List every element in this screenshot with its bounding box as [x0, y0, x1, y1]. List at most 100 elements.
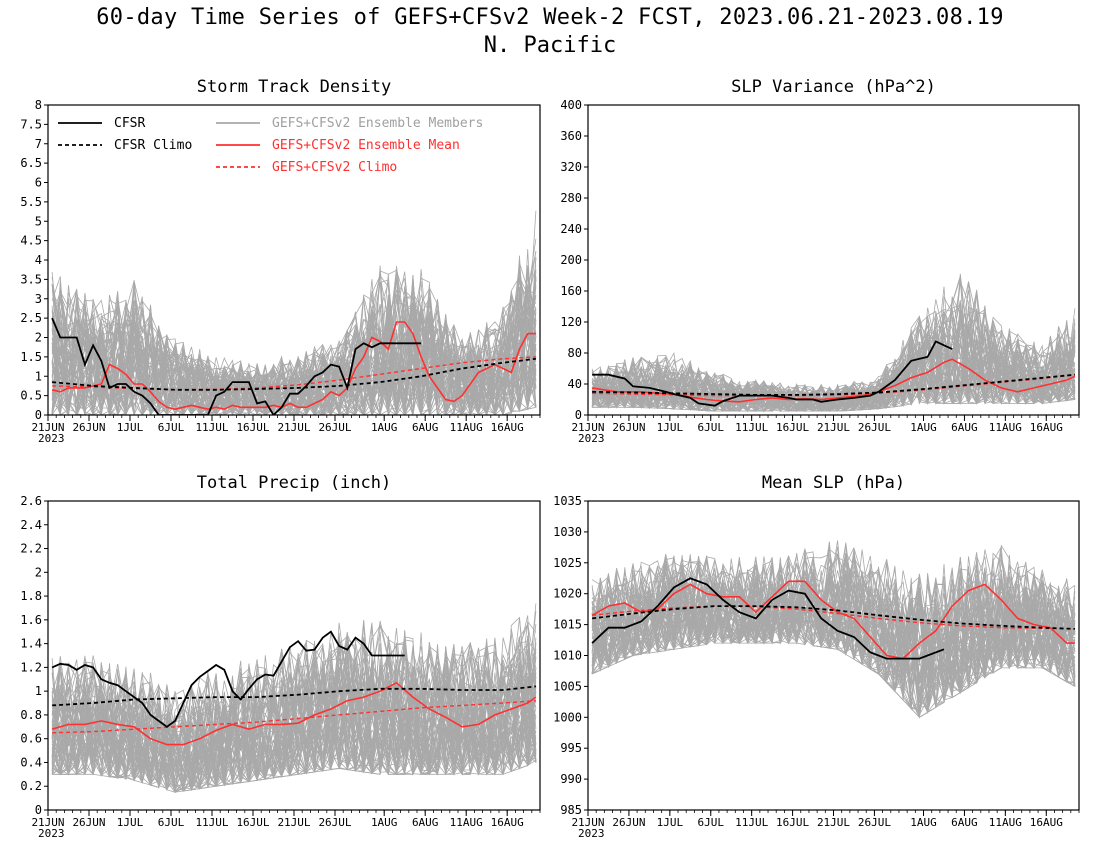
y-tick-label: 995 — [560, 741, 582, 755]
chart-panel-1: Storm Track Density 0 0.5 1 1.5 2 2.5 3 3.5 4 4.5 5… — [20, 77, 541, 445]
x-tick-label: 6AUG — [412, 816, 439, 829]
panel-title: Mean SLP (hPa) — [762, 473, 905, 493]
plot-area — [591, 273, 1076, 413]
ensemble-member-line — [591, 556, 1076, 682]
ensemble-member-line — [591, 556, 1076, 714]
ensemble-member-line — [591, 561, 1076, 691]
ensemble-member-line — [591, 548, 1076, 674]
x-year-label: 2023 — [38, 432, 65, 445]
y-tick-label: 985 — [560, 803, 582, 817]
y-tick-label: 120 — [560, 315, 582, 329]
cfsr-line — [591, 577, 945, 660]
x-tick-label: 26JUL — [318, 816, 351, 829]
x-year-label: 2023 — [578, 827, 605, 840]
x-tick-label: 21JUL — [277, 421, 310, 434]
x-tick-label: 1AUG — [910, 421, 937, 434]
y-tick-label: 160 — [560, 284, 582, 298]
y-tick-label: 400 — [560, 98, 582, 112]
cfsr-climo-line — [52, 357, 537, 391]
x-tick-label: 11JUL — [735, 421, 768, 434]
x-tick-label: 26JUN — [612, 421, 645, 434]
ensemble-member-line — [51, 279, 537, 415]
x-tick-label: 1AUG — [371, 816, 398, 829]
ensemble-member-line — [51, 621, 537, 790]
ensemble-member-line — [51, 298, 536, 415]
x-tick-label: 11JUL — [735, 816, 768, 829]
x-tick-label: 6JUL — [698, 421, 725, 434]
ensemble-member-line — [51, 658, 537, 790]
y-tick-label: 2.4 — [20, 518, 42, 532]
x-tick-label: 16AUG — [491, 816, 524, 829]
x-tick-label: 21JUL — [277, 816, 310, 829]
legend-ensemble-members-label: GEFS+CFSv2 Ensemble Members — [272, 116, 483, 131]
ensemble-member-line — [591, 332, 1075, 408]
y-tick-label: 5 — [35, 214, 42, 228]
figure-subtitle: N. Pacific — [483, 33, 617, 58]
y-tick-label: 1.5 — [20, 350, 42, 364]
panel-title: SLP Variance (hPa^2) — [731, 77, 936, 97]
gefs-climo-line — [52, 356, 536, 391]
ensemble-member-line — [51, 622, 537, 788]
ensemble-member-line — [591, 308, 1076, 413]
y-tick-label: 0.6 — [20, 732, 42, 746]
ensemble-member-line — [51, 615, 537, 786]
cfsr-climo-line — [591, 605, 1075, 630]
y-tick-label: 0.8 — [20, 708, 42, 722]
chart-panel-4: Mean SLP (hPa) 985 990 995 1000 1005 1010 1015 1… — [553, 473, 1080, 840]
legend-cfsr-climo-label: CFSR Climo — [114, 138, 192, 153]
ensemble-mean-line — [51, 681, 537, 746]
chart-panel-2: SLP Variance (hPa^2) 0 40 80 120 160 200 240 280… — [560, 77, 1080, 445]
y-tick-label: 280 — [560, 191, 582, 205]
y-tick-label: 1.6 — [20, 613, 42, 627]
legend-gefs-climo-label: GEFS+CFSv2 Climo — [272, 160, 397, 175]
cfsr-line — [592, 340, 953, 407]
plot-area — [591, 540, 1076, 719]
x-tick-label: 16JUL — [776, 421, 809, 434]
y-tick-label: 7 — [35, 137, 42, 151]
ensemble-member-line — [591, 551, 1076, 710]
x-tick-label: 26JUL — [858, 816, 891, 829]
ensemble-member-line — [51, 301, 537, 415]
y-tick-label: 40 — [568, 377, 582, 391]
ensemble-member-line — [51, 281, 537, 415]
ensemble-member-line — [592, 315, 1076, 413]
plot-area — [51, 210, 537, 415]
cfsr-climo-line — [592, 373, 1075, 396]
ensemble-member-line — [51, 275, 537, 411]
ensemble-member-line — [51, 631, 537, 768]
x-tick-label: 6JUL — [158, 421, 185, 434]
figure-header: 60-day Time Series of GEFS+CFSv2 Week-2 … — [0, 0, 1100, 60]
x-tick-label: 6AUG — [951, 816, 978, 829]
x-tick-label: 11JUL — [195, 421, 228, 434]
y-tick-label: 1005 — [553, 679, 582, 693]
y-tick-label: 0 — [35, 803, 42, 817]
plot-frame — [587, 500, 1080, 811]
x-tick-label: 6AUG — [951, 421, 978, 434]
panel-title: Storm Track Density — [197, 77, 391, 97]
x-tick-label: 16JUL — [236, 816, 269, 829]
y-tick-label: 1 — [35, 369, 42, 383]
chart-panel-3: Total Precip (inch) 0 0.2 0.4 0.6 0.8 1 1.2 1.4 1… — [20, 473, 541, 840]
y-tick-label: 6 — [35, 176, 42, 190]
x-tick-label: 21JUN — [571, 816, 604, 829]
ensemble-member-line — [51, 643, 537, 790]
x-tick-label: 6AUG — [412, 421, 439, 434]
ensemble-member-line — [51, 656, 537, 793]
ensemble-member-line — [591, 320, 1076, 412]
y-tick-label: 1000 — [553, 710, 582, 724]
y-tick-label: 1.8 — [20, 589, 42, 603]
x-tick-label: 11AUG — [450, 421, 483, 434]
y-tick-label: 3 — [35, 292, 42, 306]
gefs-climo-line — [52, 700, 536, 734]
x-tick-label: 11AUG — [989, 816, 1022, 829]
y-tick-label: 6.5 — [20, 156, 42, 170]
y-tick-label: 0.5 — [20, 389, 42, 403]
y-tick-label: 990 — [560, 772, 582, 786]
x-tick-label: 16JUL — [776, 816, 809, 829]
y-tick-label: 1035 — [553, 494, 582, 508]
y-tick-label: 320 — [560, 160, 582, 174]
y-tick-label: 4 — [35, 253, 42, 267]
y-tick-label: 0.2 — [20, 779, 42, 793]
cfsr-climo-line — [52, 685, 536, 707]
x-tick-label: 11AUG — [989, 421, 1022, 434]
